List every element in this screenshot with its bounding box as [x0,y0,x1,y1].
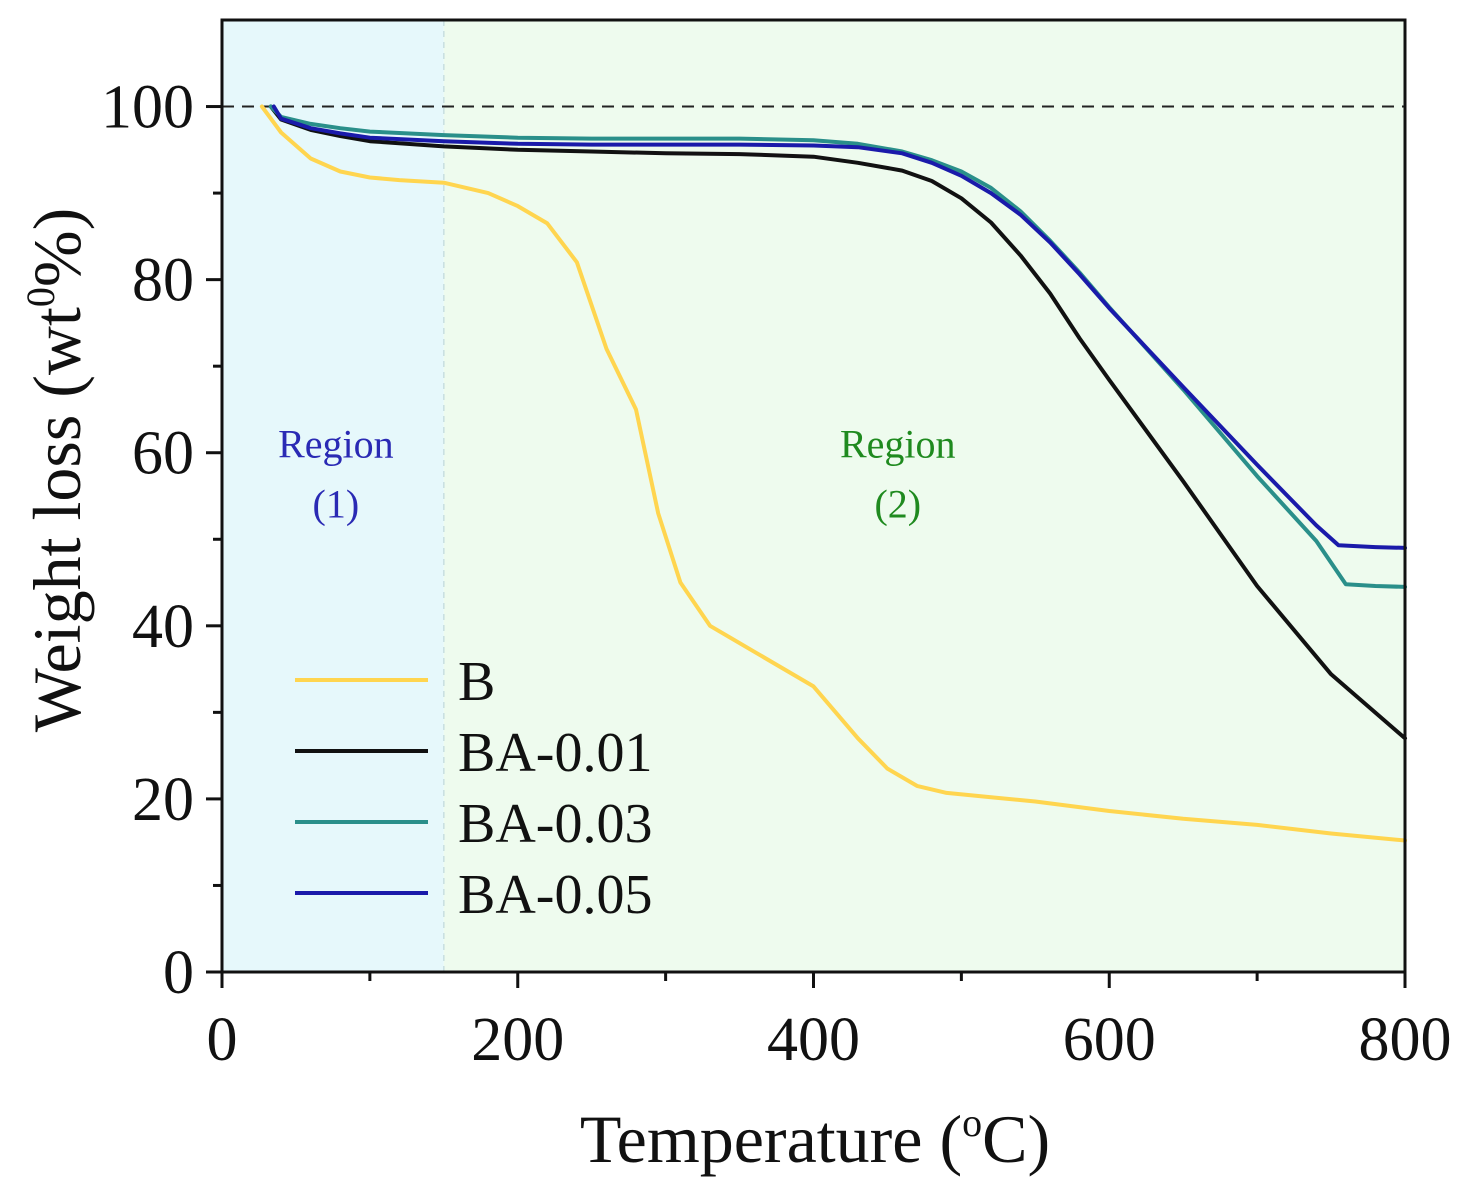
series-line-ba-0-03 [268,104,1407,589]
region-2-label-line2: (2) [874,481,921,526]
x-tick-label: 800 [1359,1006,1452,1074]
x-tick-label: 0 [207,1006,238,1074]
series-line-ba-0-01 [268,104,1407,741]
y-tick-label: 60 [132,420,194,488]
series-line-b [259,104,1407,843]
series-line-ba-0-05 [271,104,1407,550]
x-tick-label: 600 [1063,1006,1156,1074]
y-tick-label: 80 [132,247,194,315]
region-1-label-line2: (1) [313,481,360,526]
x-tick-label: 200 [471,1006,564,1074]
y-axis-title: Weight loss (wt0%) [18,208,95,732]
region-2-label-line1: Region [840,421,956,466]
legend-label-ba-0-03: BA-0.03 [458,793,652,855]
x-axis-title: Temperature (oC) [580,1100,1050,1177]
y-tick-label: 100 [101,74,194,142]
legend-label-ba-0-05: BA-0.05 [458,864,652,926]
region-1-label-line1: Region [278,421,394,466]
y-tick-label: 40 [132,593,194,661]
y-tick-label: 0 [163,939,194,1007]
y-tick-label: 20 [132,766,194,834]
legend-label-b: B [458,651,495,713]
legend-label-ba-0-01: BA-0.01 [458,722,652,784]
x-tick-label: 400 [767,1006,860,1074]
